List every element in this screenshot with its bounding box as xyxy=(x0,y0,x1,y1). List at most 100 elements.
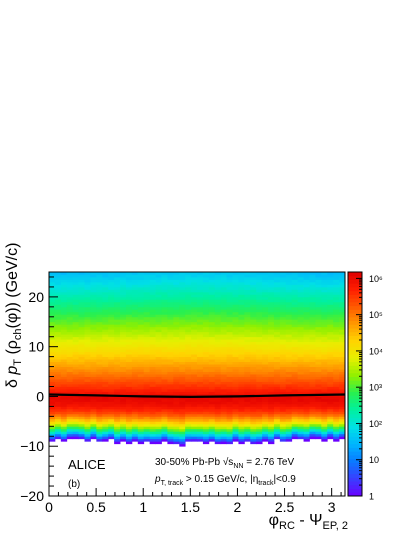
heatmap-cell xyxy=(327,359,334,362)
heatmap-cell xyxy=(321,361,328,365)
colorbar-segment xyxy=(348,313,362,318)
heatmap-cell xyxy=(297,371,304,375)
heatmap-cell xyxy=(214,286,222,290)
heatmap-cell xyxy=(220,384,227,387)
heatmap-cell xyxy=(114,346,121,350)
heatmap-cell xyxy=(285,374,293,377)
heatmap-cell xyxy=(268,294,275,298)
heatmap-cell xyxy=(333,408,340,412)
heatmap-cell xyxy=(220,281,227,285)
heatmap-cell xyxy=(232,384,239,387)
heatmap-cell xyxy=(250,351,257,355)
heatmap-cell xyxy=(173,349,180,353)
heatmap-cell xyxy=(167,421,174,425)
heatmap-cell xyxy=(220,398,227,402)
heatmap-cell xyxy=(315,411,322,415)
heatmap-cell xyxy=(155,311,162,315)
heatmap-cell xyxy=(256,272,263,275)
heatmap-cell xyxy=(268,413,275,417)
heatmap-cell xyxy=(54,428,62,432)
heatmap-cell xyxy=(54,301,62,305)
heatmap-cell xyxy=(78,281,85,285)
heatmap-cell xyxy=(197,408,204,412)
heatmap-cell xyxy=(84,411,91,415)
heatmap-cell xyxy=(250,349,257,353)
heatmap-cell xyxy=(273,324,281,328)
heatmap-cell xyxy=(78,346,85,350)
heatmap-cell xyxy=(279,421,287,425)
heatmap-cell xyxy=(108,431,115,435)
heatmap-cell xyxy=(208,336,216,340)
heatmap-cell xyxy=(285,391,293,395)
heatmap-cell xyxy=(66,314,74,318)
heatmap-cell xyxy=(321,426,328,430)
heatmap-cell xyxy=(143,398,151,402)
heatmap-cell xyxy=(279,423,287,427)
heatmap-cell xyxy=(256,304,263,308)
heatmap-cell xyxy=(137,396,145,400)
heatmap-cell xyxy=(220,426,227,430)
heatmap-cell xyxy=(321,344,328,348)
heatmap-cell xyxy=(78,386,85,390)
heatmap-cell xyxy=(131,329,139,333)
heatmap-cell xyxy=(273,339,281,343)
heatmap-cell xyxy=(49,426,56,430)
heatmap-cell xyxy=(120,346,127,350)
heatmap-cell xyxy=(232,428,239,432)
heatmap-cell xyxy=(167,309,174,313)
heatmap-cell xyxy=(214,433,222,437)
heatmap-cell xyxy=(256,406,263,410)
heatmap-cell xyxy=(78,376,85,380)
heatmap-cell xyxy=(185,411,192,415)
heatmap-cell xyxy=(333,371,340,375)
heatmap-cell xyxy=(191,316,198,320)
heatmap-cell xyxy=(244,274,251,278)
heatmap-cell xyxy=(185,354,192,358)
heatmap-cell xyxy=(238,336,245,340)
heatmap-cell xyxy=(197,393,204,397)
heatmap-cell xyxy=(179,294,186,298)
heatmap-cell xyxy=(161,321,168,325)
heatmap-cell xyxy=(214,349,222,353)
heatmap-cell xyxy=(208,391,216,395)
heatmap-cell xyxy=(60,326,68,330)
heatmap-cell xyxy=(202,418,210,422)
heatmap-cell xyxy=(214,436,222,440)
heatmap-cell xyxy=(167,324,174,328)
heatmap-cell xyxy=(197,281,204,285)
heatmap-cell xyxy=(49,416,56,420)
heatmap-cell xyxy=(120,311,127,315)
heatmap-cell xyxy=(120,361,127,365)
heatmap-cell xyxy=(49,311,56,315)
heatmap-cell xyxy=(208,386,216,390)
heatmap-cell xyxy=(297,299,304,303)
heatmap-cell xyxy=(120,411,127,415)
colorbar-segment xyxy=(348,316,362,322)
heatmap-cell xyxy=(285,406,293,410)
heatmap-cell xyxy=(125,311,133,315)
heatmap-cell xyxy=(185,306,192,310)
heatmap-cell xyxy=(191,408,198,412)
heatmap-cell xyxy=(137,366,145,370)
heatmap-cell xyxy=(214,331,222,335)
heatmap-cell xyxy=(114,309,121,313)
heatmap-cell xyxy=(333,403,340,407)
heatmap-cell xyxy=(197,359,204,362)
heatmap-cell xyxy=(214,344,222,348)
heatmap-cell xyxy=(90,423,97,427)
heatmap-cell xyxy=(90,376,97,380)
heatmap-cell xyxy=(114,421,121,425)
heatmap-cell xyxy=(173,316,180,320)
heatmap-cell xyxy=(285,421,293,425)
heatmap-cell xyxy=(273,428,281,432)
heatmap-cell xyxy=(54,281,62,285)
heatmap-cell xyxy=(226,341,233,345)
y-tick-label: 0 xyxy=(36,388,44,404)
heatmap-cell xyxy=(297,391,304,395)
heatmap-cell xyxy=(262,416,269,420)
heatmap-cell xyxy=(321,411,328,415)
heatmap-cell xyxy=(315,379,322,382)
heatmap-cell xyxy=(309,289,316,293)
heatmap-cell xyxy=(137,428,145,432)
heatmap-cell xyxy=(72,376,79,380)
